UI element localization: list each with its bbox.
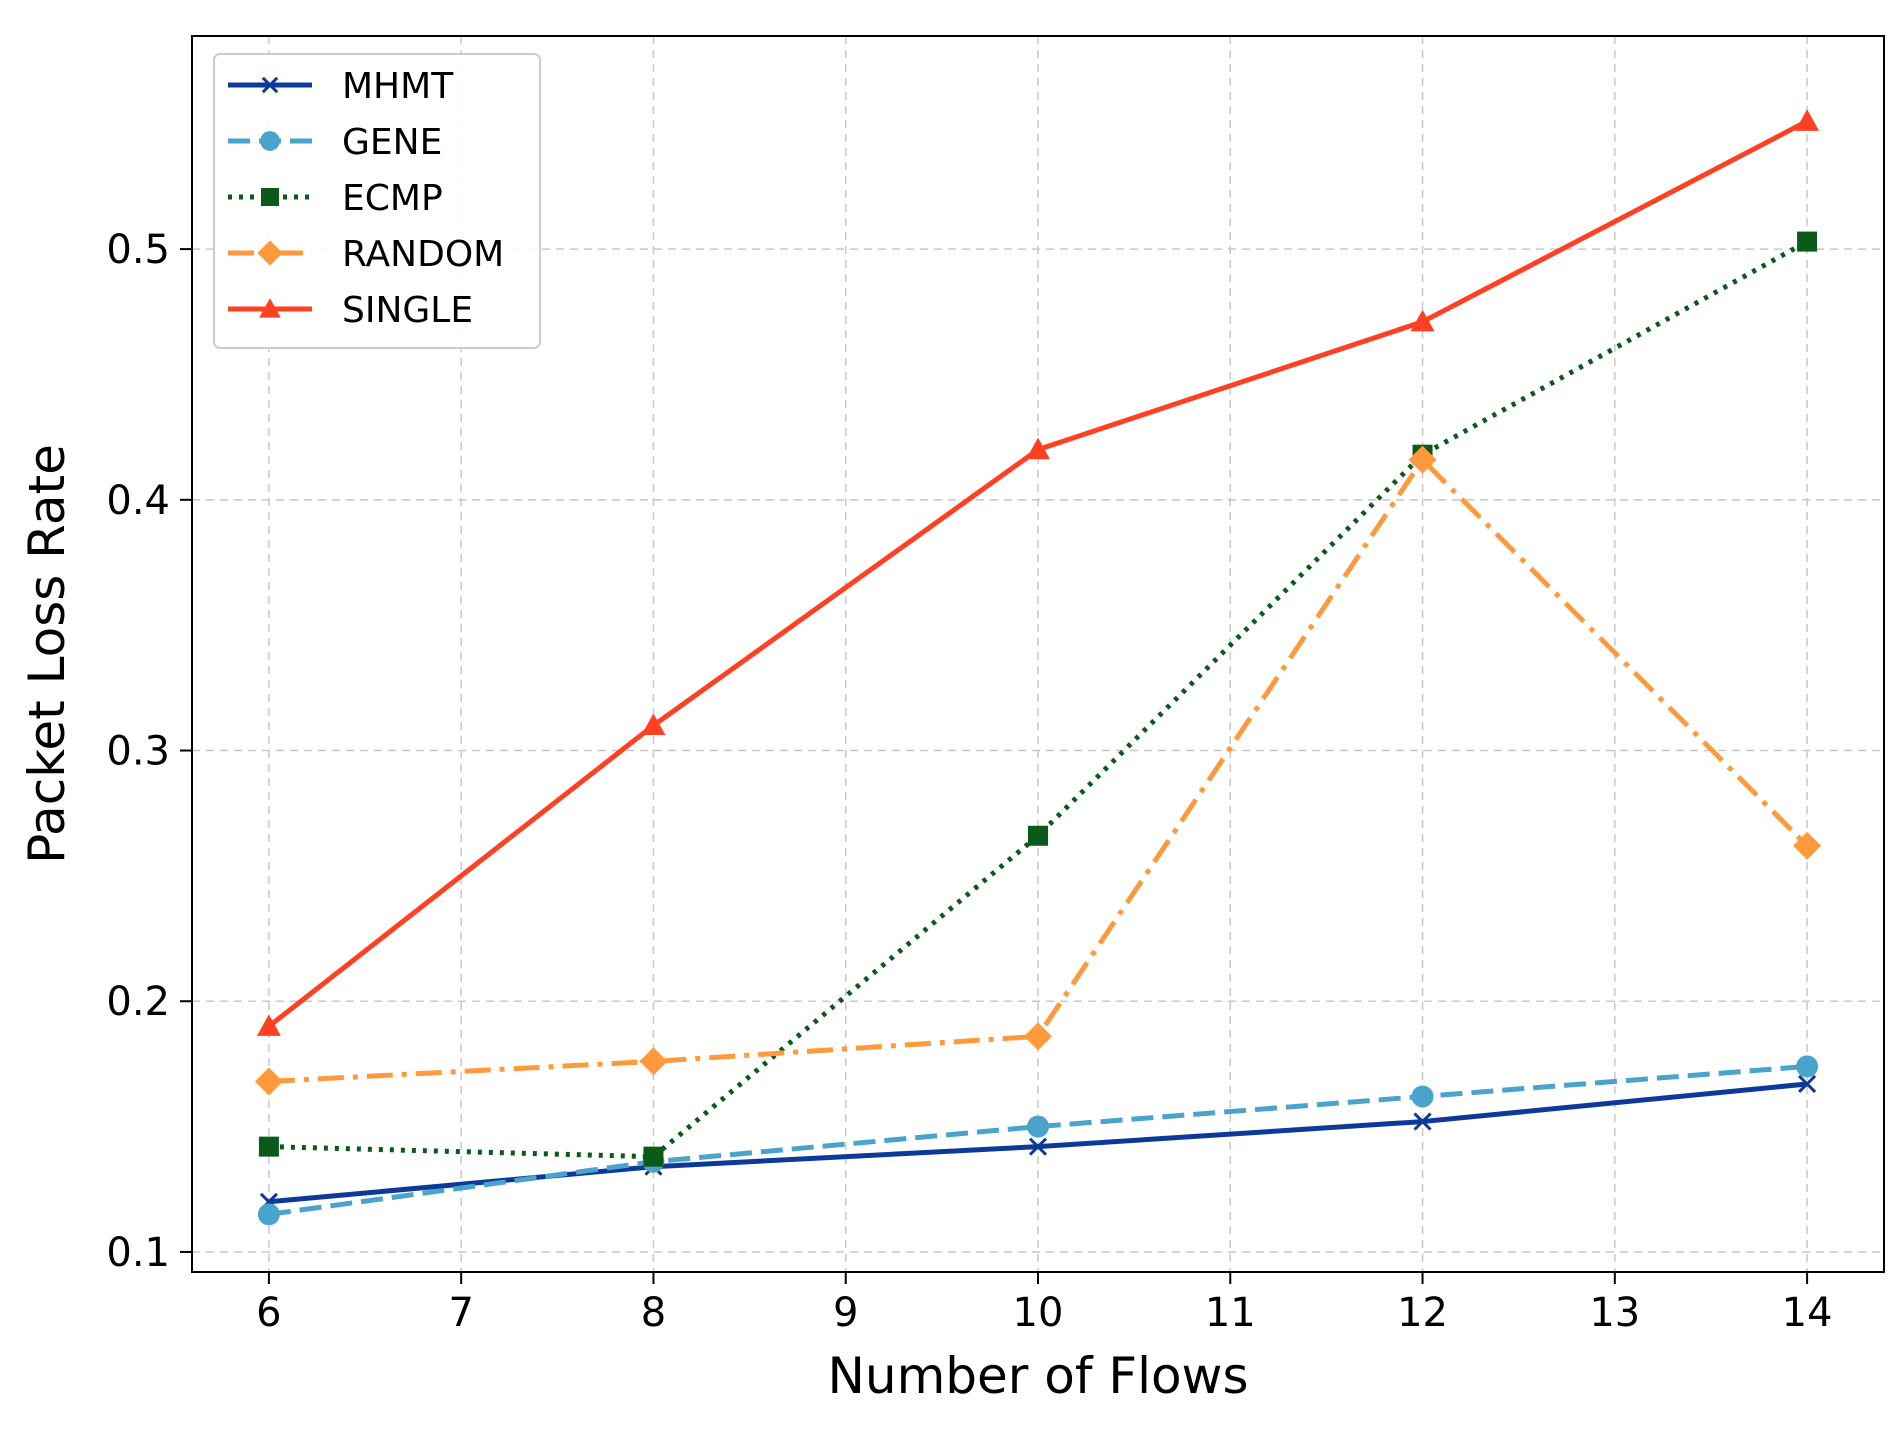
- series-line-ecmp: [268, 239, 1809, 1160]
- data-point-single: [1026, 437, 1050, 460]
- x-tick-label: 7: [448, 1290, 473, 1336]
- data-point-gene: [1796, 1055, 1819, 1078]
- legend-entry-random: RANDOM: [228, 234, 504, 275]
- x-tick-label: 12: [1397, 1290, 1448, 1336]
- data-point-single: [1410, 309, 1435, 332]
- legend-label: RANDOM: [342, 234, 504, 275]
- data-point-ecmp: [258, 1136, 279, 1157]
- data-point-ecmp: [643, 1146, 664, 1167]
- data-point-single: [256, 1014, 281, 1036]
- data-point-random: [639, 1047, 668, 1076]
- data-point-gene: [1027, 1115, 1049, 1138]
- legend-entry-single: SINGLE: [228, 290, 473, 331]
- x-axis-title: Number of Flows: [827, 1347, 1248, 1405]
- data-point-gene: [257, 1203, 280, 1226]
- data-point-random: [254, 1067, 283, 1096]
- legend: MHMT GENE ECMP RANDOM SINGLE: [213, 53, 541, 349]
- x-tick-label: 10: [1013, 1290, 1064, 1336]
- data-point-random: [1024, 1022, 1052, 1051]
- data-point-mhmt: [1028, 1137, 1048, 1156]
- legend-marker: [259, 298, 281, 318]
- legend-entry-mhmt: MHMT: [228, 66, 454, 107]
- data-point-ecmp: [1797, 231, 1818, 252]
- y-tick-label: 0.3: [106, 729, 170, 775]
- data-point-mhmt: [1413, 1112, 1432, 1131]
- legend-frame: [213, 53, 541, 349]
- legend-entry-ecmp: ECMP: [228, 178, 443, 219]
- legend-entry-gene: GENE: [228, 122, 442, 163]
- x-tick-label: 11: [1205, 1290, 1256, 1336]
- legend-marker: [257, 240, 283, 266]
- data-point-ecmp: [1028, 825, 1048, 846]
- data-point-gene: [1411, 1085, 1434, 1108]
- y-tick-label: 0.2: [106, 979, 170, 1025]
- data-point-mhmt: [1798, 1074, 1817, 1094]
- x-tick-label: 13: [1589, 1290, 1640, 1336]
- legend-marker: [260, 131, 280, 151]
- x-tick-label: 6: [256, 1290, 281, 1336]
- legend-label: SINGLE: [342, 290, 473, 331]
- y-axis-title: Packet Loss Rate: [18, 444, 76, 864]
- x-tick-label: 14: [1782, 1290, 1833, 1336]
- y-tick-label: 0.5: [106, 227, 170, 273]
- legend-label: ECMP: [342, 178, 443, 219]
- y-tick-label: 0.1: [106, 1230, 170, 1276]
- data-point-random: [1793, 831, 1822, 860]
- x-tick-label: 9: [833, 1290, 858, 1336]
- y-tick-label: 0.4: [106, 478, 170, 524]
- series-line-gene: [268, 1063, 1808, 1217]
- data-point-single: [641, 713, 666, 736]
- x-tick-label: 8: [641, 1290, 666, 1336]
- legend-label: MHMT: [342, 66, 454, 107]
- legend-marker: [261, 188, 279, 206]
- legend-marker: [261, 76, 279, 94]
- series-single: [256, 109, 1820, 1036]
- data-point-random: [1408, 445, 1437, 474]
- legend-label: GENE: [342, 122, 442, 163]
- series-random: [254, 445, 1822, 1096]
- data-point-single: [1795, 109, 1820, 131]
